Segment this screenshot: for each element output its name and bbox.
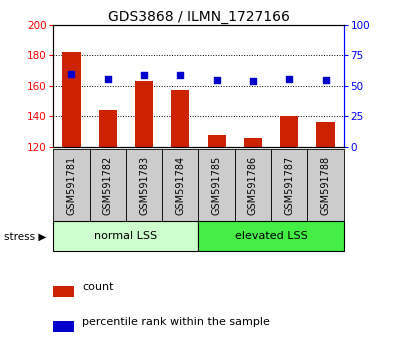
Bar xyxy=(199,221,344,251)
Bar xyxy=(171,90,190,147)
Text: count: count xyxy=(83,282,114,292)
Point xyxy=(286,76,292,81)
Bar xyxy=(207,135,226,147)
Text: GSM591786: GSM591786 xyxy=(248,156,258,216)
FancyBboxPatch shape xyxy=(162,149,199,223)
Text: GSM591784: GSM591784 xyxy=(175,156,185,216)
Text: GSM591781: GSM591781 xyxy=(66,156,77,216)
FancyBboxPatch shape xyxy=(199,149,235,223)
Point xyxy=(177,72,184,78)
FancyBboxPatch shape xyxy=(90,149,126,223)
Point xyxy=(213,77,220,82)
Bar xyxy=(53,321,73,332)
Text: normal LSS: normal LSS xyxy=(94,231,158,241)
Point xyxy=(250,78,256,84)
Point xyxy=(141,72,147,78)
Bar xyxy=(280,116,298,147)
Point xyxy=(105,76,111,81)
Title: GDS3868 / ILMN_1727166: GDS3868 / ILMN_1727166 xyxy=(107,10,290,24)
Bar xyxy=(99,110,117,147)
Text: elevated LSS: elevated LSS xyxy=(235,231,307,241)
Text: GSM591788: GSM591788 xyxy=(320,156,331,216)
Bar xyxy=(62,52,81,147)
Point xyxy=(68,71,75,76)
FancyBboxPatch shape xyxy=(271,149,307,223)
Text: GSM591785: GSM591785 xyxy=(212,156,222,216)
Text: stress ▶: stress ▶ xyxy=(4,231,46,241)
FancyBboxPatch shape xyxy=(53,149,90,223)
FancyBboxPatch shape xyxy=(126,149,162,223)
Text: GSM591783: GSM591783 xyxy=(139,156,149,216)
Text: GSM591787: GSM591787 xyxy=(284,156,294,216)
FancyBboxPatch shape xyxy=(235,149,271,223)
Text: percentile rank within the sample: percentile rank within the sample xyxy=(83,317,270,327)
FancyBboxPatch shape xyxy=(307,149,344,223)
Bar xyxy=(244,138,262,147)
Text: GSM591782: GSM591782 xyxy=(103,156,113,216)
Bar xyxy=(316,122,335,147)
Bar xyxy=(53,221,199,251)
Bar xyxy=(53,286,73,297)
Point xyxy=(322,77,329,82)
Bar xyxy=(135,81,153,147)
